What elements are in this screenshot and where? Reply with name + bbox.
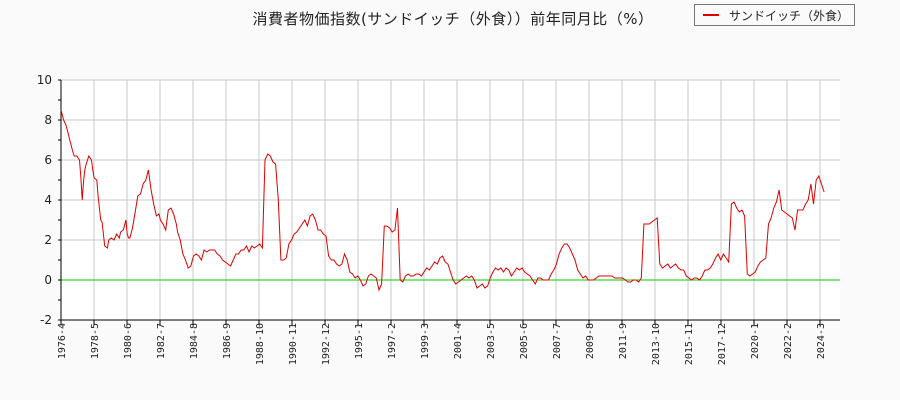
- x-tick-label: 1999-3: [420, 323, 431, 359]
- x-tick-label: 2022-2: [783, 323, 794, 359]
- y-tick-label: 10: [37, 73, 52, 87]
- x-tick-label: 2005-6: [519, 323, 530, 359]
- x-tick-label: 1995-1: [354, 323, 365, 359]
- x-tick-label: 1978-5: [90, 323, 101, 359]
- x-tick-label: 2015-11: [684, 323, 695, 365]
- legend-swatch-icon: [703, 14, 719, 16]
- x-tick-label: 2001-4: [453, 323, 464, 359]
- x-tick-label: 1986-9: [222, 323, 233, 359]
- x-tick-label: 2017-12: [717, 323, 728, 365]
- x-tick-label: 2013-10: [651, 323, 662, 365]
- series-line: [60, 109, 825, 292]
- x-tick-label: 2024-3: [816, 323, 827, 359]
- x-tick-label: 1982-7: [156, 323, 167, 359]
- legend-label: サンドイッチ（外食）: [729, 8, 850, 23]
- y-tick-label: -2: [40, 313, 52, 327]
- x-tick-label: 2011-9: [618, 323, 629, 359]
- x-tick-label: 2020-1: [750, 323, 761, 359]
- x-tick-label: 1984-8: [189, 323, 200, 359]
- y-tick-label: 6: [44, 153, 52, 167]
- y-tick-label: 2: [44, 233, 52, 247]
- legend: サンドイッチ（外食）: [694, 4, 855, 26]
- x-tick-label: 1976-4: [57, 323, 68, 359]
- y-tick-label: 0: [44, 273, 52, 287]
- y-tick-label: 4: [44, 193, 52, 207]
- x-tick-label: 1992-12: [321, 323, 332, 365]
- x-tick-label: 2009-8: [585, 323, 596, 359]
- chart-title: 消費者物価指数(サンドイッチ（外食））前年同月比（%）: [0, 8, 900, 29]
- chart-title-text: 消費者物価指数(サンドイッチ（外食））前年同月比（%）: [252, 10, 654, 28]
- x-tick-label: 1997-2: [387, 323, 398, 359]
- x-tick-label: 2007-7: [552, 323, 563, 359]
- x-tick-label: 2003-5: [486, 323, 497, 359]
- x-tick-label: 1990-11: [288, 323, 299, 365]
- y-tick-label: 8: [44, 113, 52, 127]
- x-tick-label: 1980-6: [123, 323, 134, 359]
- x-tick-label: 1988-10: [255, 323, 266, 365]
